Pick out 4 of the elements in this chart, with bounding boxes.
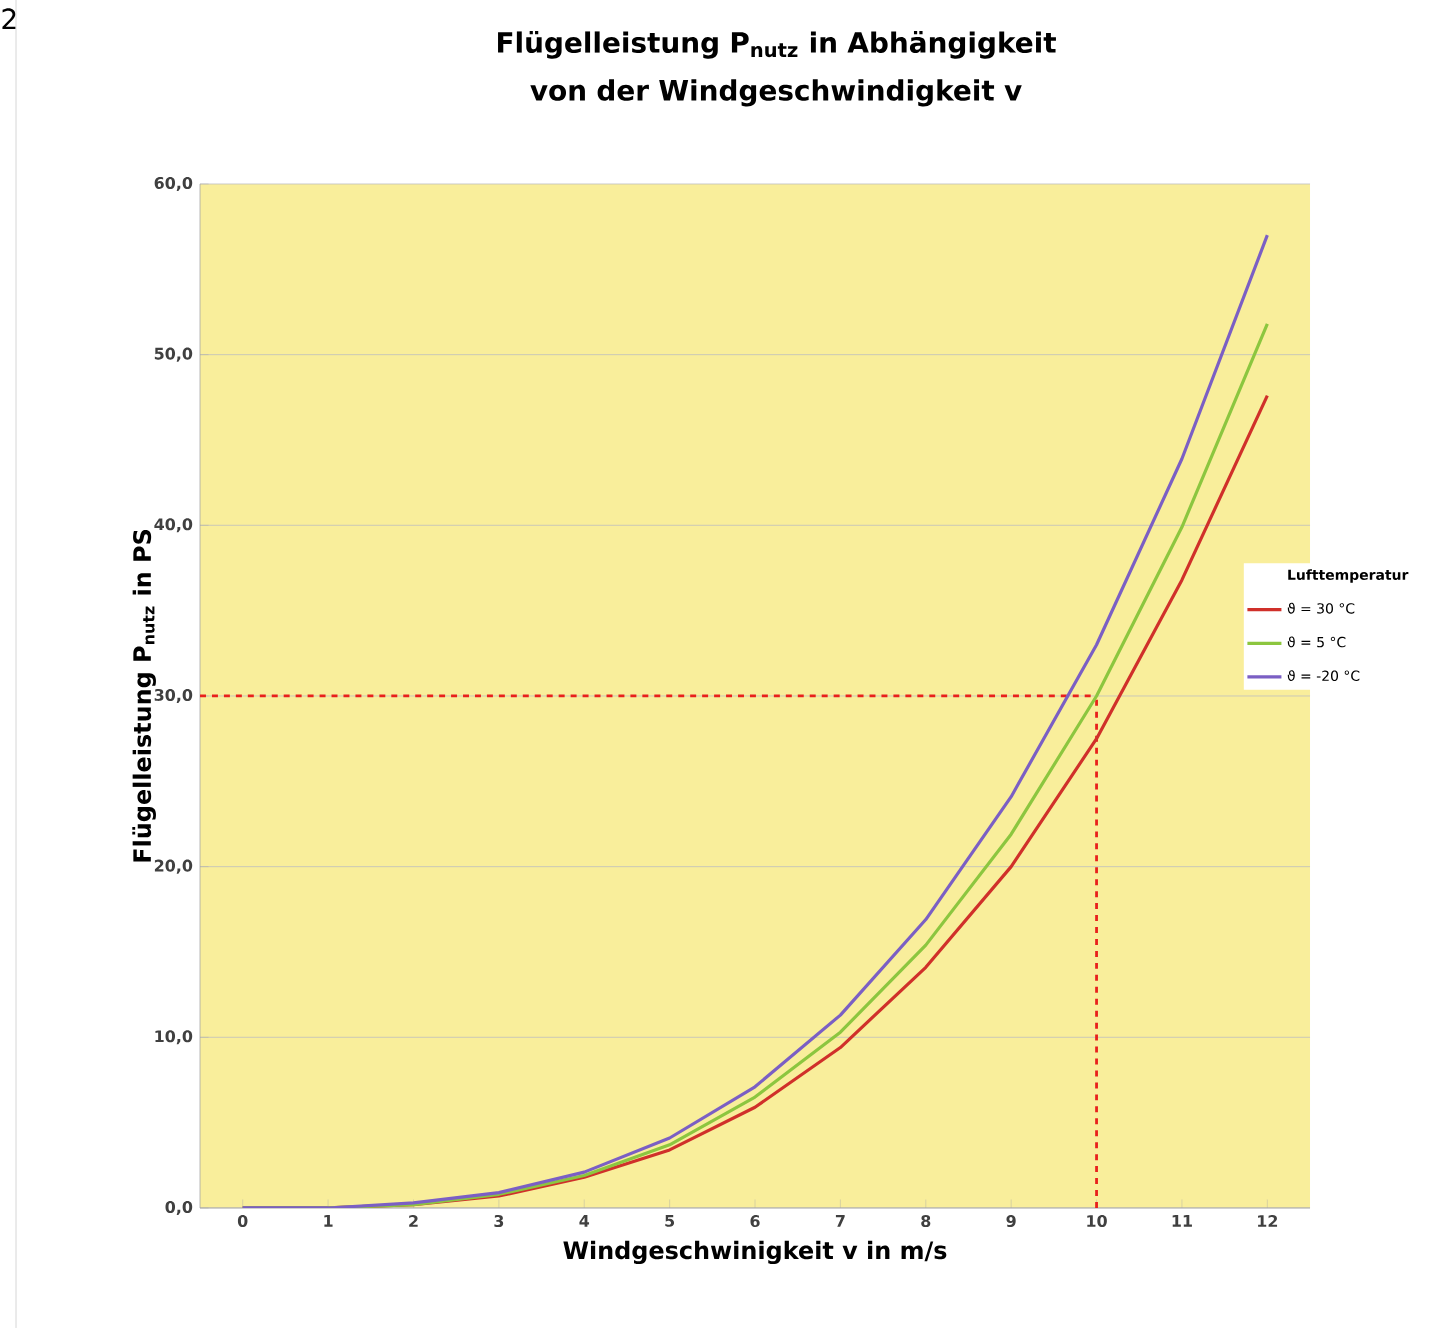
chart-title: Flügelleistung P$_{nutz}$ in Abhängigkeit von der Windgeschwindigkeit v bbox=[498, 31, 1056, 107]
y-axis-title: Flügelleistung P$_{nutz}$ in PS bbox=[132, 529, 156, 862]
text: 2 bbox=[2, 8, 16, 30]
x-axis-title: Windgeschwinigkeit v in m/s bbox=[563, 1240, 947, 1265]
